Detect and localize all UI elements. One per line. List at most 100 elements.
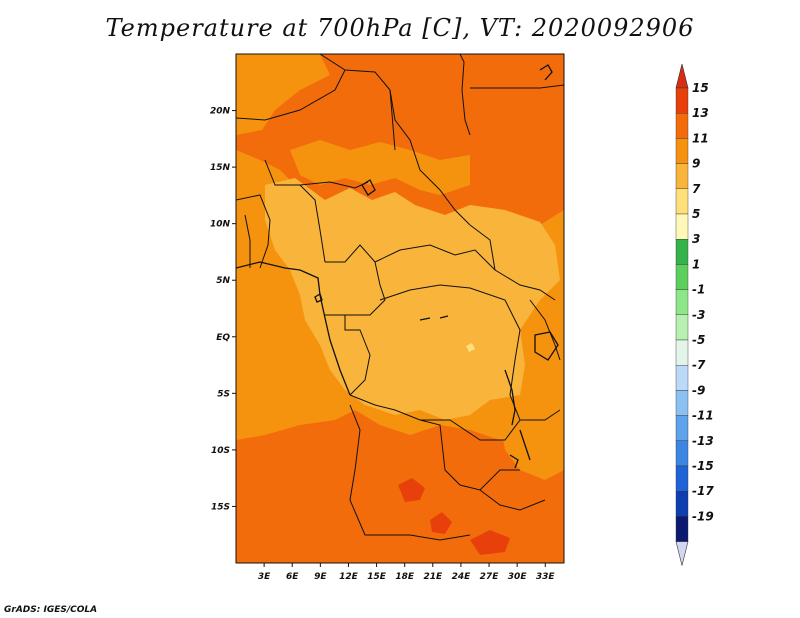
lon-tick-label: 21E xyxy=(423,572,443,582)
border-ghana-togo xyxy=(244,214,251,268)
lon-tick-label: 15E xyxy=(367,572,387,582)
border-chad-sudan xyxy=(470,84,564,89)
lake-malawi xyxy=(519,429,531,461)
lon-tick-label: 12E xyxy=(339,572,359,582)
map-panel: 20N 15N 10N 5N EQ 5S 10S 15S 3E 6E 9E 12E 15E 18E 21E… xyxy=(210,53,565,582)
lat-tick-label: EQ xyxy=(216,333,230,343)
latitude-axis: 20N 15N 10N 5N EQ 5S 10S 15S xyxy=(210,107,236,512)
colorbar-swatch xyxy=(675,390,689,416)
border-nigeria-cameroon xyxy=(299,184,326,263)
colorbar-label: -9 xyxy=(692,383,705,397)
lon-tick-label: 24E xyxy=(452,572,472,582)
region-hot-angola xyxy=(398,478,425,502)
lat-tick-label: 20N xyxy=(210,107,231,117)
colorbar-label: 13 xyxy=(692,106,709,120)
border-niger-nigeria xyxy=(264,159,369,189)
lon-tick-label: 18E xyxy=(395,572,415,582)
border-libya-egypt xyxy=(459,54,471,136)
lake-tanganyika xyxy=(504,369,516,426)
grads-credit: GrADS: IGES/COLA xyxy=(4,605,98,615)
lake-chad xyxy=(361,179,376,196)
colorbar-swatch xyxy=(675,339,689,366)
lat-tick-label: 15N xyxy=(210,163,231,173)
colorbar-swatch xyxy=(675,138,689,164)
lon-tick-label: 33E xyxy=(536,572,556,582)
border-tanzania xyxy=(520,409,561,421)
lat-tick-label: 10N xyxy=(210,220,231,230)
colorbar-label: -11 xyxy=(692,409,714,423)
colorbar-swatch xyxy=(675,314,689,341)
colorbar-label: 9 xyxy=(692,157,700,171)
colorbar-swatch xyxy=(675,440,689,467)
colorbar-label: 1 xyxy=(692,257,700,271)
temperature-field xyxy=(236,54,564,563)
region-mid-sahara xyxy=(290,140,470,195)
map-title: Temperature at 700hPa [C], VT: 202009290… xyxy=(105,14,695,42)
lon-tick-label: 9E xyxy=(314,572,327,582)
border-west-africa xyxy=(236,194,271,269)
lat-tick-label: 15S xyxy=(211,502,230,512)
lon-tick-label: 6E xyxy=(286,572,299,582)
colorbar-swatch xyxy=(675,213,689,240)
lake-victoria xyxy=(534,331,559,361)
region-hot-southern-africa xyxy=(470,530,510,555)
colorbar-label: 7 xyxy=(692,182,701,196)
border-car xyxy=(374,244,496,271)
colorbar-label: 15 xyxy=(692,81,709,95)
colorbar-label: -7 xyxy=(692,358,706,372)
colorbar-swatch xyxy=(675,188,689,215)
region-pale-spot xyxy=(466,343,475,352)
colorbar-label: -3 xyxy=(692,308,705,322)
border-sudan-south xyxy=(469,224,556,301)
colorbar-swatch xyxy=(675,365,689,391)
lon-tick-label: 30E xyxy=(508,572,528,582)
lake-kariba xyxy=(509,454,519,469)
border-cameroon xyxy=(325,244,386,316)
colorbar-swatch xyxy=(675,289,689,316)
coastline-sinai xyxy=(539,64,553,81)
colorbar-label: 3 xyxy=(692,232,700,246)
coastlines-lakes xyxy=(236,64,559,469)
colorbar-label: -13 xyxy=(692,434,714,448)
border-niger-libya xyxy=(319,54,396,151)
border-mali-niger xyxy=(236,69,346,121)
colorbar-label: 11 xyxy=(692,131,709,145)
colorbar-label: -5 xyxy=(692,333,705,347)
lat-tick-label: 5S xyxy=(217,389,230,399)
colorbar-lower-arrow xyxy=(675,541,689,566)
lat-tick-label: 5N xyxy=(216,276,230,286)
coastline-gulf-of-guinea xyxy=(236,261,351,396)
colorbar-label: -15 xyxy=(692,459,714,473)
region-hot-namibia xyxy=(430,512,452,534)
border-gabon-congo xyxy=(325,314,371,396)
colorbar-label: -1 xyxy=(692,283,705,297)
border-angola xyxy=(349,404,471,541)
border-zambia-zimbabwe xyxy=(479,489,546,511)
bioko-island xyxy=(314,293,323,303)
colorbar-label: -17 xyxy=(692,484,714,498)
colorbar-swatch xyxy=(675,238,689,265)
lon-tick-label: 3E xyxy=(258,572,271,582)
region-cool-central xyxy=(265,178,560,420)
colorbar-label: 5 xyxy=(692,207,700,221)
colorbar-label: -19 xyxy=(692,509,714,523)
lakes-congo xyxy=(419,315,449,321)
colorbar-swatch xyxy=(675,516,689,542)
map-frame xyxy=(235,53,565,564)
colorbar-swatch xyxy=(675,415,689,442)
colorbar-swatch xyxy=(675,163,689,190)
colorbar-swatch xyxy=(675,264,689,290)
longitude-axis: 3E 6E 9E 12E 15E 18E 21E 24E 27E 30E 33E xyxy=(258,563,556,582)
colorbar-swatch xyxy=(675,87,689,114)
colorbar-swatch xyxy=(675,491,689,517)
lon-tick-label: 27E xyxy=(480,572,500,582)
region-mid-northwest xyxy=(236,54,330,135)
country-borders xyxy=(236,54,564,541)
border-chad-east xyxy=(389,89,471,226)
border-angola-zambia xyxy=(419,419,520,491)
colorbar-upper-arrow xyxy=(675,63,689,89)
colorbar-swatch xyxy=(675,465,689,492)
colorbar: 15 13 11 9 7 5 3 1 -1 -3 -5 -7 -9 -11 -13 -15 -17 -19 xyxy=(675,63,714,566)
colorbar-swatch xyxy=(675,112,689,139)
